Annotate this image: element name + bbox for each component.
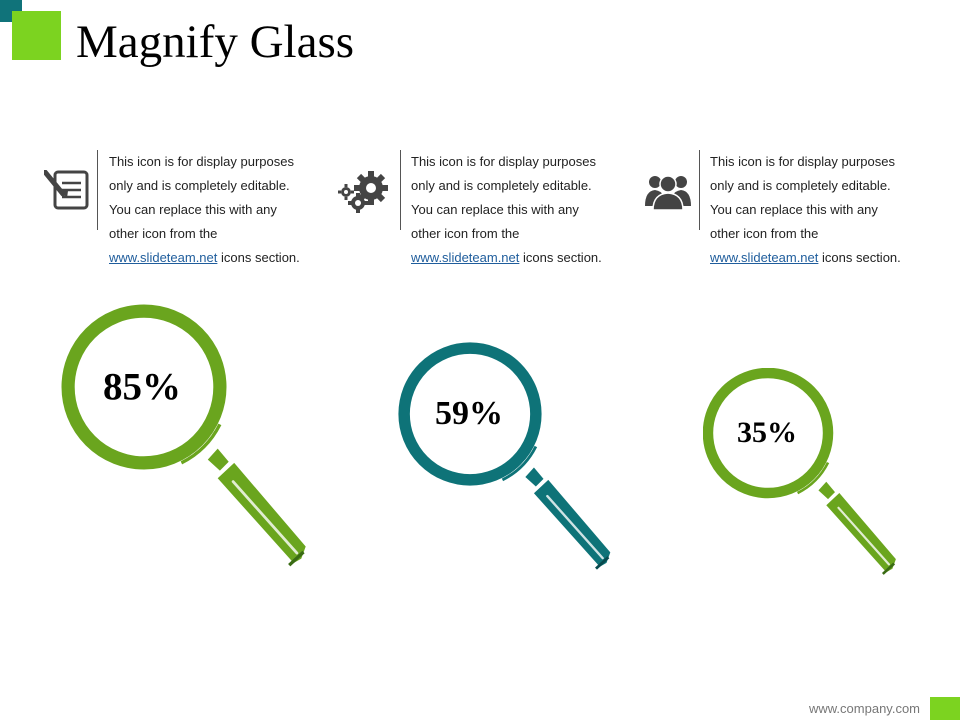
magnifier-3: 35%	[702, 367, 923, 598]
slide-title: Magnify Glass	[76, 16, 355, 68]
magnifier-glass-icon	[702, 367, 896, 575]
magnifier-value: 35%	[737, 416, 797, 449]
info-line: You can replace this with any	[411, 202, 579, 217]
magnifier-glass-icon	[61, 304, 306, 567]
divider	[400, 150, 401, 230]
slideteam-link[interactable]: www.slideteam.net	[411, 250, 520, 265]
divider	[699, 150, 700, 230]
info-line: only and is completely editable.	[710, 178, 891, 193]
info-text: This icon is for display purposes only a…	[411, 150, 631, 270]
magnifier-value: 59%	[435, 395, 503, 432]
magnifier-value: 85%	[103, 365, 181, 409]
info-line: other icon from the	[710, 226, 819, 241]
slideteam-link[interactable]: www.slideteam.net	[710, 250, 819, 265]
info-line: only and is completely editable.	[411, 178, 592, 193]
info-line: You can replace this with any	[109, 202, 277, 217]
info-line: This icon is for display purposes	[411, 154, 596, 169]
magnifier-1: 85%	[60, 303, 330, 593]
magnifier-2: 59%	[397, 341, 637, 601]
info-line: This icon is for display purposes	[710, 154, 895, 169]
gears-icon	[337, 170, 388, 214]
info-text: This icon is for display purposes only a…	[109, 150, 329, 270]
info-block-2: This icon is for display purposes only a…	[337, 150, 617, 270]
info-line: other icon from the	[411, 226, 520, 241]
link-suffix: icons section.	[217, 250, 300, 265]
info-block-3: This icon is for display purposes only a…	[644, 150, 924, 270]
magnifier-glass-icon	[398, 342, 611, 570]
info-line: only and is completely editable.	[109, 178, 290, 193]
info-line: other icon from the	[109, 226, 218, 241]
users-group-icon	[644, 170, 694, 214]
corner-accent-green	[12, 11, 61, 60]
info-line: This icon is for display purposes	[109, 154, 294, 169]
info-text: This icon is for display purposes only a…	[710, 150, 930, 270]
slideteam-link[interactable]: www.slideteam.net	[109, 250, 218, 265]
link-suffix: icons section.	[818, 250, 901, 265]
footer-url[interactable]: www.company.com	[808, 701, 920, 716]
info-line: You can replace this with any	[710, 202, 878, 217]
link-suffix: icons section.	[519, 250, 602, 265]
info-block-1: This icon is for display purposes only a…	[42, 150, 324, 270]
notepad-pencil-icon	[42, 169, 94, 214]
footer-accent	[930, 697, 960, 720]
divider	[97, 150, 98, 230]
